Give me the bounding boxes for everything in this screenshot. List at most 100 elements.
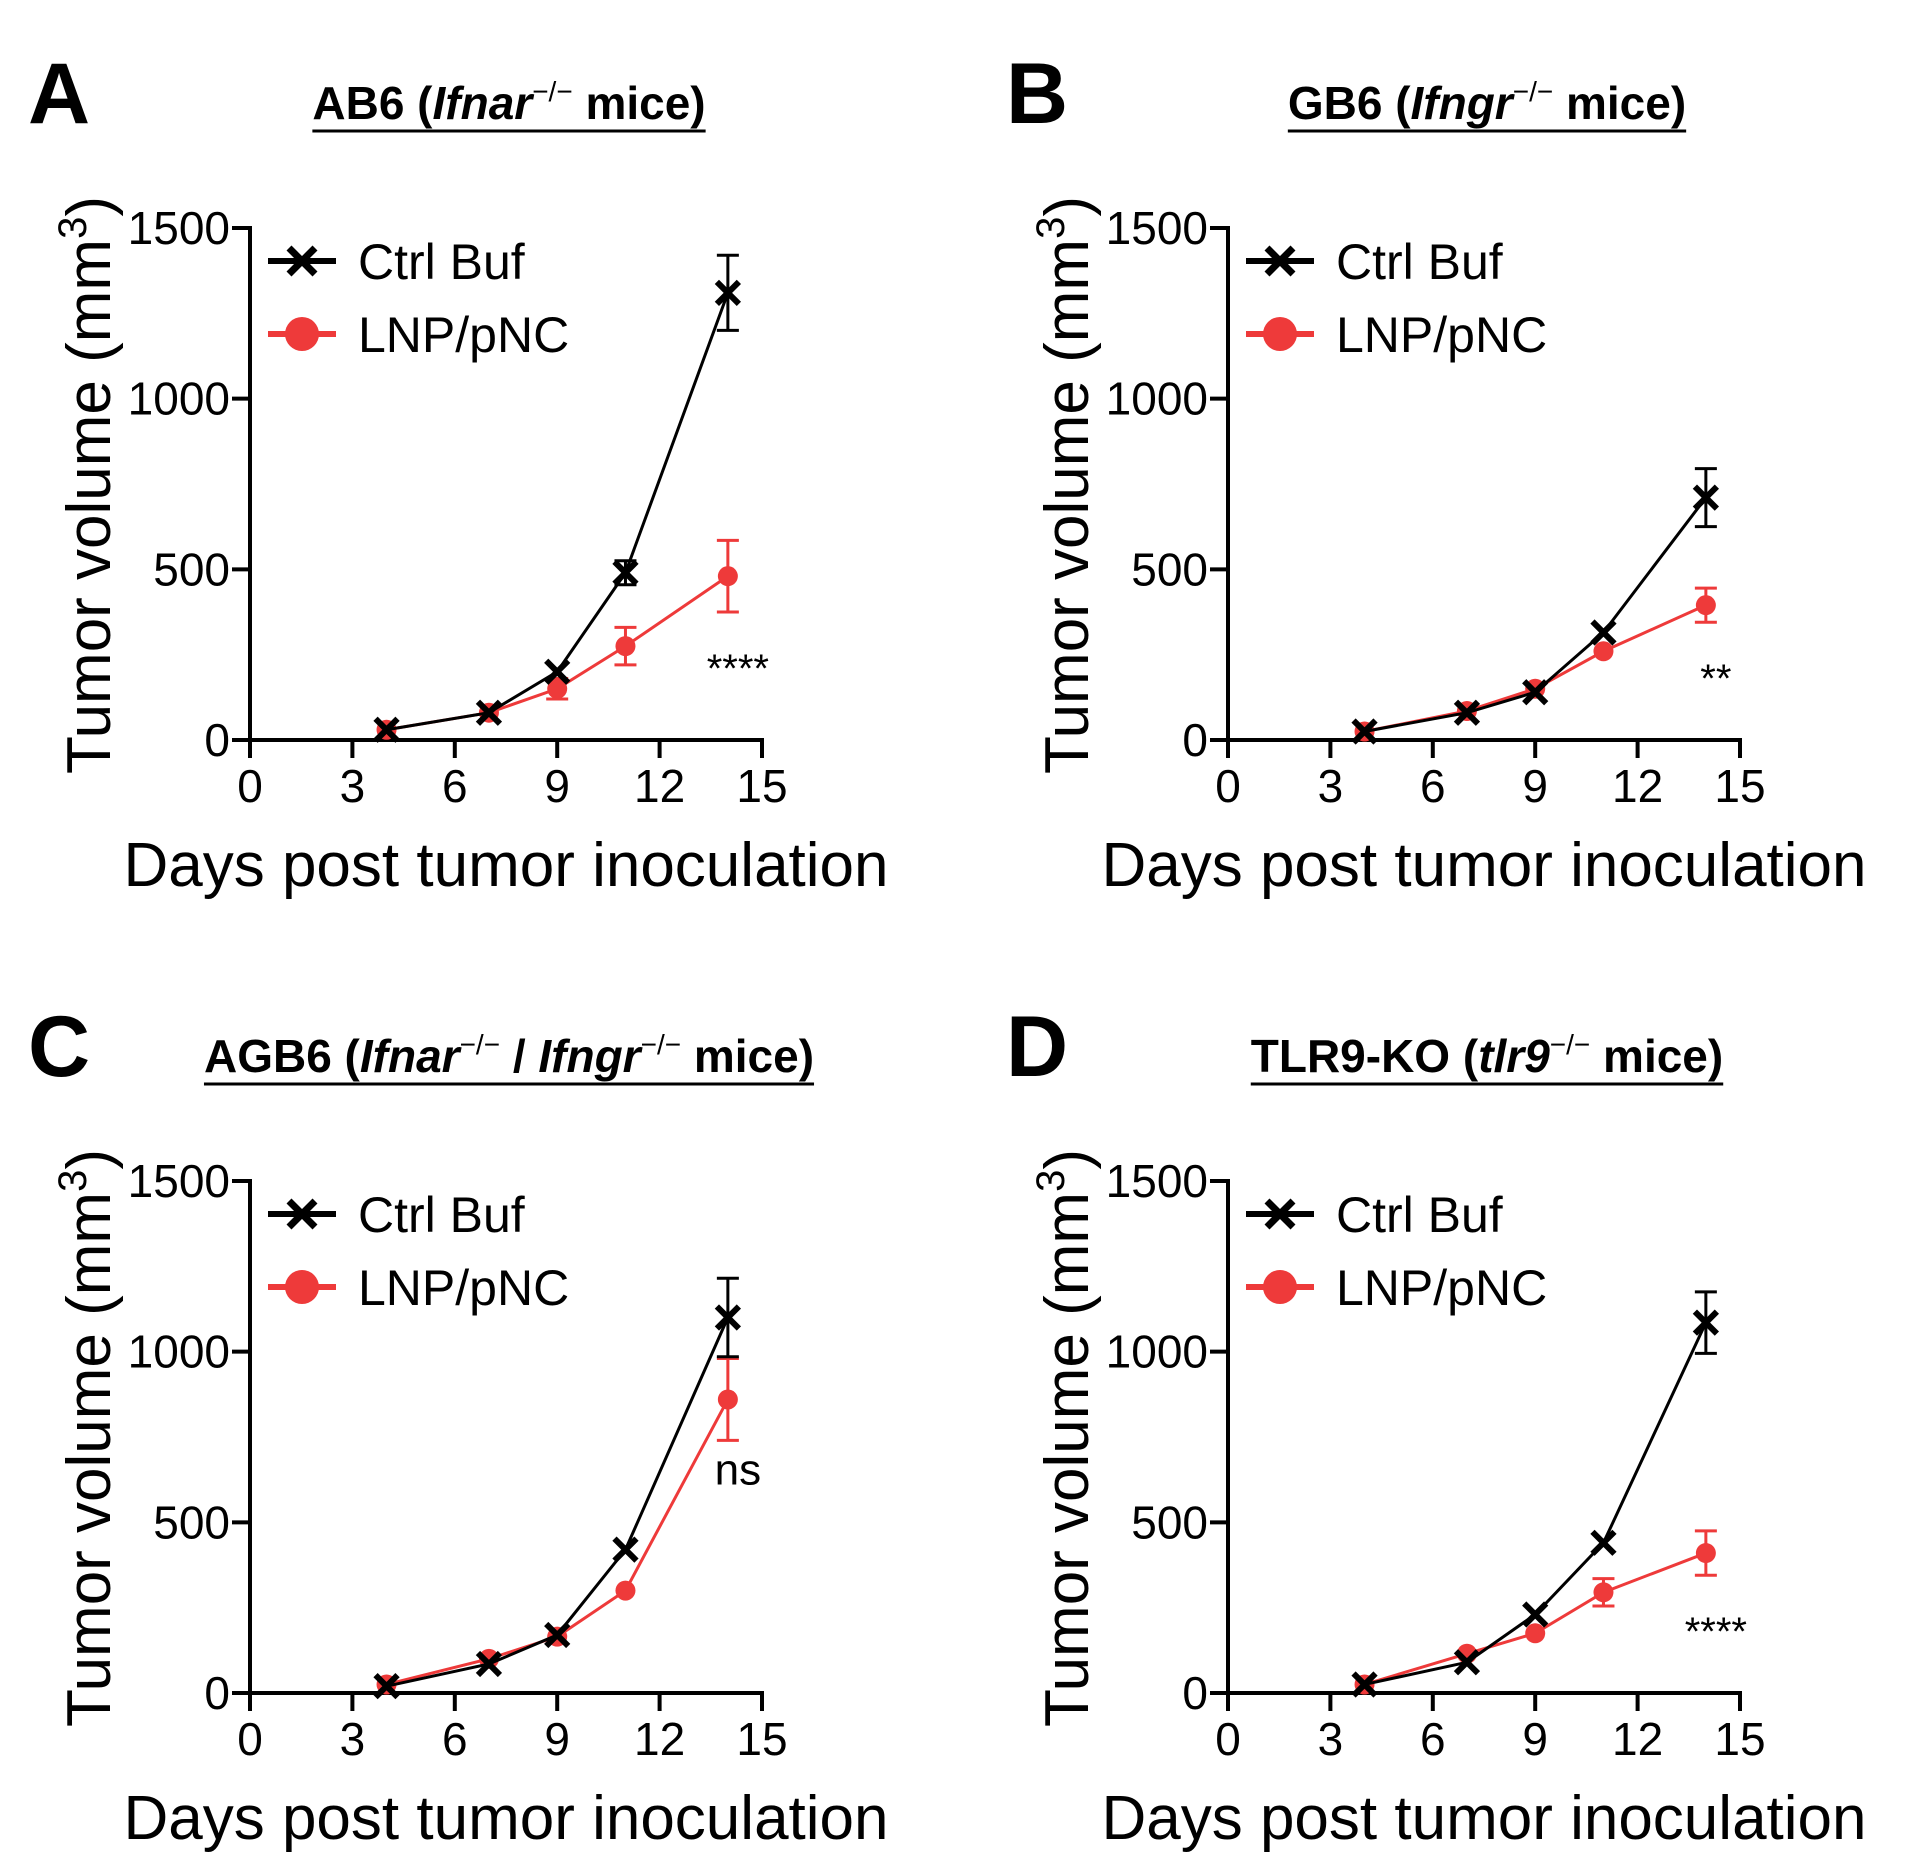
data-point-ctrl	[1590, 1529, 1617, 1556]
x-axis-label: Days post tumor inoculation	[123, 1784, 888, 1853]
y-axis-label-sup: 3	[1029, 217, 1073, 239]
title-strain: GB6 (	[1288, 77, 1411, 129]
x-axis-label: Days post tumor inoculation	[1101, 1784, 1866, 1853]
panel-letter: B	[1006, 46, 1068, 142]
significance-label: ****	[1685, 1610, 1747, 1654]
data-point-ctrl	[1522, 1601, 1549, 1628]
data-point-ctrl	[373, 716, 400, 743]
data-point-ctrl	[714, 1304, 741, 1331]
legend-lnp-label: LNP/pNC	[1336, 307, 1547, 363]
series-ctrl-buf	[1351, 467, 1719, 745]
x-marker-stroke	[1351, 718, 1378, 745]
data-point-ctrl	[475, 1650, 503, 1678]
data-point-ctrl	[612, 1536, 639, 1563]
y-tick-label: 1500	[128, 1155, 230, 1207]
x-tick-label: 9	[1522, 1713, 1548, 1765]
y-axis-label: Tumor volume (mm3)	[51, 196, 124, 774]
x-marker-stroke	[1692, 1309, 1719, 1336]
y-axis-label-close: )	[1033, 196, 1102, 217]
x-marker-stroke	[1692, 484, 1719, 511]
data-point-ctrl	[544, 1621, 571, 1649]
data-point-ctrl	[1692, 1309, 1719, 1336]
chart-panel-c: C AGB6 (Ifnar−/− / Ifngr−/− mice)05001000…	[28, 999, 889, 1853]
x-tick-label: 9	[1522, 760, 1548, 812]
significance-label: **	[1700, 657, 1731, 701]
legend-lnp-label: LNP/pNC	[358, 307, 569, 363]
x-marker-stroke	[714, 279, 741, 306]
series-line	[1364, 1551, 1707, 1686]
x-tick-label: 15	[736, 1713, 787, 1765]
title-strain: TLR9-KO (	[1251, 1030, 1479, 1082]
x-tick-label: 3	[1318, 1713, 1344, 1765]
y-tick-label: 500	[1131, 1496, 1208, 1548]
y-axis-label: Tumor volume (mm3)	[51, 1149, 124, 1727]
panel-title: AB6 (Ifnar−/− mice)	[312, 76, 705, 129]
x-tick-label: 15	[1714, 760, 1765, 812]
x-tick-label: 15	[1714, 1713, 1765, 1765]
x-tick-label: 9	[544, 1713, 570, 1765]
x-tick-label: 0	[237, 1713, 263, 1765]
x-marker-stroke	[612, 1536, 639, 1563]
x-marker-stroke	[1453, 1649, 1481, 1676]
y-axis-label-sup: 3	[1029, 1170, 1073, 1192]
x-tick-label: 3	[340, 1713, 366, 1765]
x-tick-label: 15	[736, 760, 787, 812]
significance-label: ns	[715, 1445, 761, 1494]
significance-label: ****	[707, 647, 769, 691]
data-point-lnp	[1695, 1543, 1716, 1564]
title-strain: AB6 (	[312, 77, 433, 129]
panel-letter: C	[28, 999, 90, 1095]
legend-lnp-marker	[1263, 317, 1297, 351]
title-gene-2: Ifngr	[538, 1030, 642, 1082]
panel-letter: D	[1006, 999, 1068, 1095]
y-tick-label: 1500	[128, 202, 230, 254]
x-tick-label: 12	[1612, 1713, 1663, 1765]
y-tick-label: 0	[1182, 1667, 1208, 1719]
y-axis-label-close: )	[55, 1149, 124, 1170]
y-axis-label-sup: 3	[51, 1170, 95, 1192]
series-ctrl-buf	[1351, 1290, 1719, 1698]
title-gene: Ifnar	[433, 77, 535, 129]
x-axis-label: Days post tumor inoculation	[123, 831, 888, 900]
x-marker-stroke	[1590, 1529, 1617, 1556]
y-tick-label: 500	[153, 543, 230, 595]
chart-panel-b: B GB6 (Ifngr−/− mice) 0 500 1000 1500 0 3 6 9 12 15…	[1006, 46, 1867, 900]
title-superscript: −/−	[532, 76, 572, 107]
legend-lnp-marker	[1263, 1270, 1297, 1304]
legend-lnp-label: LNP/pNC	[1336, 1260, 1547, 1316]
x-tick-label: 6	[1420, 1713, 1446, 1765]
x-marker-stroke	[1522, 1601, 1549, 1628]
y-axis-label-sup: 3	[51, 217, 95, 239]
legend-ctrl-label: Ctrl Buf	[1336, 234, 1503, 290]
series-line	[386, 574, 729, 732]
title-superscript: −/−	[1550, 1029, 1590, 1060]
x-marker-stroke	[475, 699, 503, 726]
x-marker-stroke	[544, 658, 571, 685]
title-superscript: −/−	[460, 1029, 500, 1060]
y-axis-label-main: Tumor volume (mm	[55, 1192, 124, 1727]
x-tick-label: 9	[544, 760, 570, 812]
x-marker-stroke	[475, 1650, 503, 1678]
y-tick-label: 1000	[128, 1326, 230, 1378]
x-marker-stroke	[1453, 699, 1481, 726]
legend-ctrl-label: Ctrl Buf	[1336, 1187, 1503, 1243]
data-point-ctrl	[714, 279, 741, 306]
y-tick-label: 1000	[1106, 373, 1208, 425]
x-tick-label: 6	[442, 1713, 468, 1765]
chart-panel-a: A AB6 (Ifnar−/− mice) 0 500 1000 1500 0 3 6 9 12 15…	[28, 46, 889, 900]
legend-ctrl-marker	[1264, 245, 1296, 277]
data-point-ctrl	[1453, 699, 1481, 726]
x-marker-stroke	[373, 716, 400, 743]
y-tick-label: 1000	[1106, 1326, 1208, 1378]
title-tail: mice)	[573, 77, 706, 129]
data-point-ctrl	[1692, 484, 1719, 511]
data-point-ctrl	[475, 699, 503, 726]
title-tail: mice)	[681, 1030, 814, 1082]
data-point-ctrl	[1351, 1671, 1378, 1698]
x-marker-stroke	[1590, 619, 1617, 646]
title-tail: mice)	[1553, 77, 1686, 129]
data-point-lnp	[1593, 1582, 1614, 1603]
series-lnp-pnc	[376, 538, 739, 740]
y-tick-label: 0	[204, 714, 230, 766]
y-axis-label-main: Tumor volume (mm	[55, 239, 124, 774]
